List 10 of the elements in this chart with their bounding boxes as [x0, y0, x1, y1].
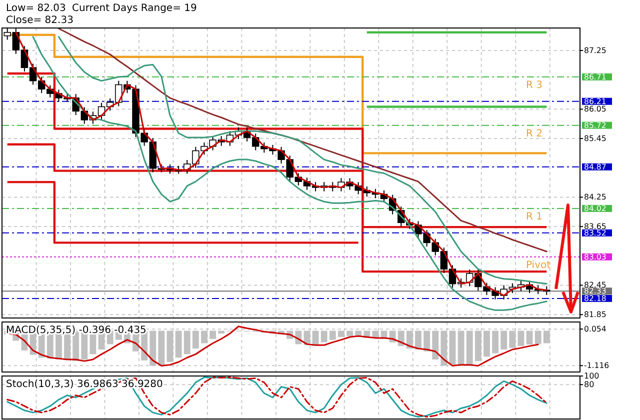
y-tick-label: 100 — [584, 372, 600, 380]
text: Current Days Range= 19 — [72, 3, 197, 14]
ref-line-label: R 2 — [526, 128, 542, 140]
y-tick-label: 80 — [584, 380, 594, 390]
chart-title: MACD(5,35,5) -0.396 -0.435 — [6, 325, 146, 336]
ref-line-label: R 3 — [526, 80, 542, 91]
ref-line-label: R 1 — [526, 211, 542, 222]
text: Close= 82.33 — [6, 15, 74, 26]
ref-line-label: Pivot — [526, 260, 551, 271]
text: Low= 82.03 — [6, 3, 66, 14]
